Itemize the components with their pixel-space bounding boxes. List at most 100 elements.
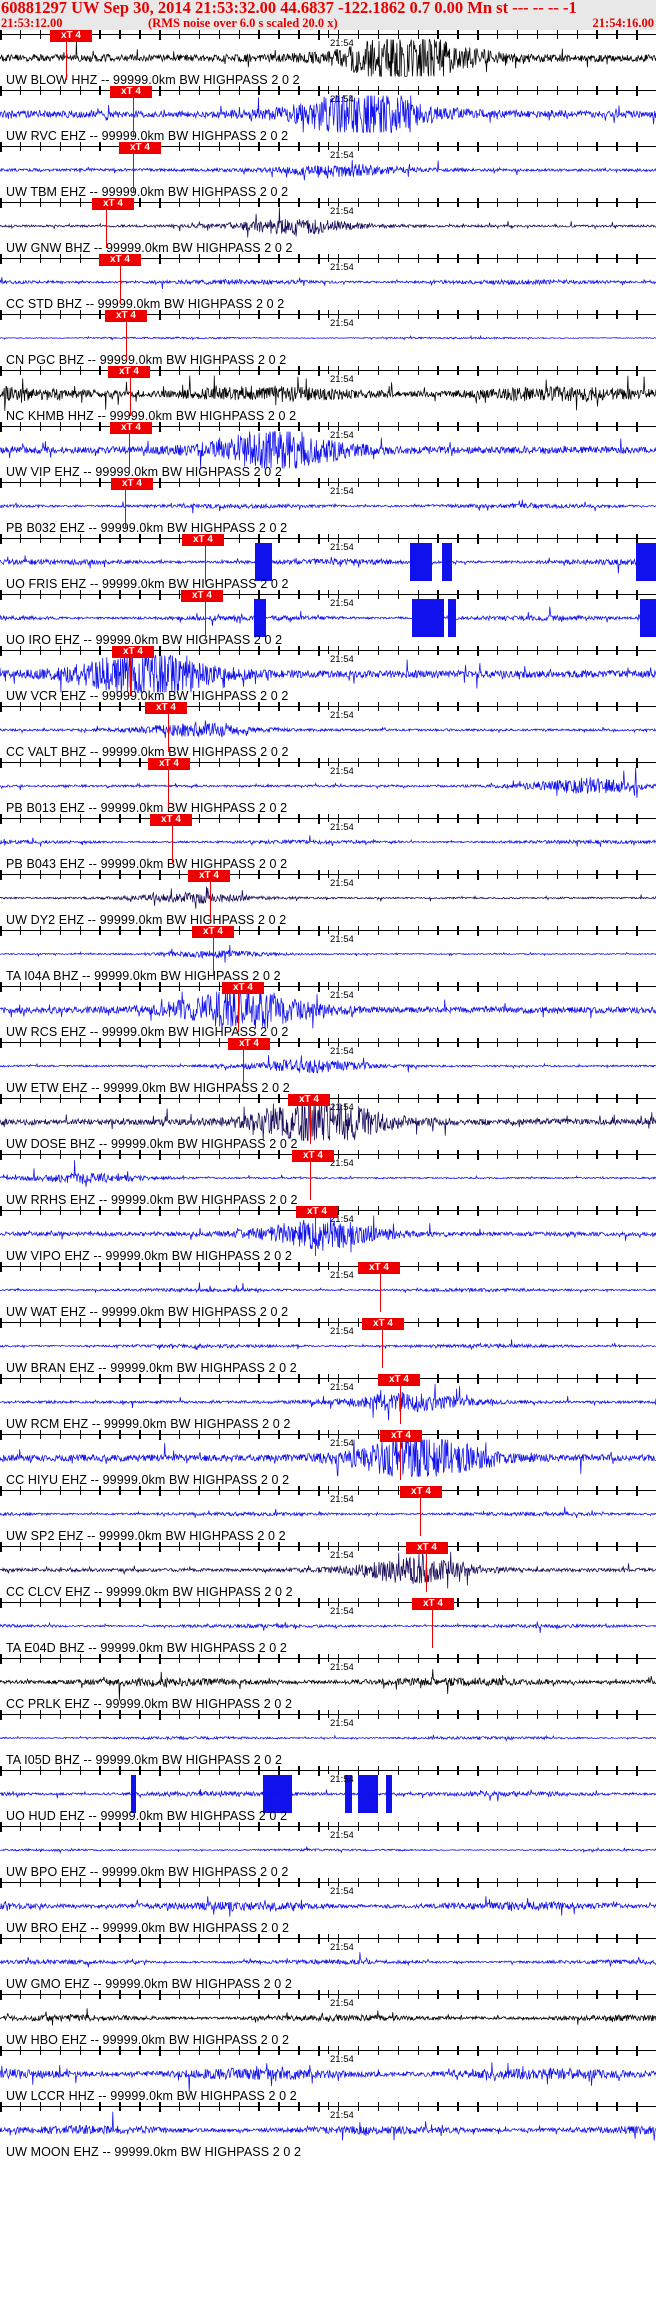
phase-pick-line[interactable] [66,30,68,80]
waveform[interactable] [0,39,656,77]
trace-row[interactable]: 21:54 xT 4 TA E04D BHZ -- 99999.0km BW HIG… [0,1598,656,1654]
waveform[interactable] [0,487,656,525]
phase-pick-line[interactable] [426,1542,428,1592]
trace-row[interactable]: 21:54 xT 4 UW RCS EHZ -- 99999.0km BW HIGH… [0,982,656,1038]
trace-row[interactable]: 21:54 xT 4 UW VIPO EHZ -- 99999.0km BW HIG… [0,1206,656,1262]
waveform[interactable] [0,543,656,581]
phase-pick-line[interactable] [205,590,207,640]
trace-row[interactable]: 21:54 UW GMO EHZ -- 99999.0km BW HIGHPASS… [0,1934,656,1990]
waveform[interactable] [0,1607,656,1645]
trace-row[interactable]: 21:54 xT 4 NC KHMB HHZ -- 99999.0km BW HIG… [0,366,656,422]
phase-pick-line[interactable] [400,1374,402,1424]
waveform[interactable] [0,655,656,693]
phase-pick-line[interactable] [380,1262,382,1312]
waveform[interactable] [0,1439,656,1477]
waveform[interactable] [0,207,656,245]
waveform[interactable] [0,263,656,301]
phase-pick-line[interactable] [106,198,108,248]
phase-pick-line[interactable] [133,86,135,136]
pick-amplitude-badge[interactable]: xT 4 [99,254,141,266]
pick-amplitude-badge[interactable]: xT 4 [380,1430,422,1442]
waveform[interactable] [0,319,656,357]
waveform[interactable] [0,1831,656,1869]
waveform[interactable] [0,431,656,469]
waveform[interactable] [0,599,656,637]
pick-amplitude-badge[interactable]: xT 4 [148,758,190,770]
trace-row[interactable]: 21:54 TA I05D BHZ -- 99999.0km BW HIGHPAS… [0,1710,656,1766]
phase-pick-line[interactable] [310,1094,312,1144]
trace-row[interactable]: 21:54 xT 4 UW RRHS EHZ -- 99999.0km BW HIG… [0,1150,656,1206]
phase-pick-line[interactable] [432,1598,434,1648]
waveform[interactable] [0,1047,656,1085]
phase-pick-line[interactable] [315,1206,317,1256]
pick-amplitude-badge[interactable]: xT 4 [110,86,152,98]
waveform[interactable] [0,1999,656,2037]
trace-row[interactable]: 21:54 xT 4 PB B032 EHZ -- 99999.0km BW HIG… [0,478,656,534]
waveform[interactable] [0,711,656,749]
waveform[interactable] [0,95,656,133]
pick-amplitude-badge[interactable]: xT 4 [406,1542,448,1554]
waveform[interactable] [0,767,656,805]
trace-row[interactable]: 21:54 xT 4 UW VCR EHZ -- 99999.0km BW HIGH… [0,646,656,702]
waveform[interactable] [0,1103,656,1141]
phase-pick-line[interactable] [400,1430,402,1480]
trace-row[interactable]: 21:54 UW HBO EHZ -- 99999.0km BW HIGHPASS… [0,1990,656,2046]
pick-amplitude-badge[interactable]: xT 4 [108,366,150,378]
waveform[interactable] [0,1775,656,1813]
phase-pick-line[interactable] [238,982,240,1032]
waveform[interactable] [0,935,656,973]
pick-amplitude-badge[interactable]: xT 4 [222,982,264,994]
pick-amplitude-badge[interactable]: xT 4 [296,1206,338,1218]
phase-pick-line[interactable] [243,1038,245,1088]
pick-amplitude-badge[interactable]: xT 4 [112,646,154,658]
trace-row[interactable]: 21:54 xT 4 CN PGC BHZ -- 99999.0km BW HIGH… [0,310,656,366]
trace-row[interactable]: 21:54 xT 4 CC STD BHZ -- 99999.0km BW HIGH… [0,254,656,310]
pick-amplitude-badge[interactable]: xT 4 [378,1374,420,1386]
waveform[interactable] [0,1663,656,1701]
trace-row[interactable]: 21:54 xT 4 UW WAT EHZ -- 99999.0km BW HIGH… [0,1262,656,1318]
pick-amplitude-badge[interactable]: xT 4 [111,478,153,490]
waveform[interactable] [0,1383,656,1421]
waveform[interactable] [0,1943,656,1981]
pick-amplitude-badge[interactable]: xT 4 [105,310,147,322]
pick-amplitude-badge[interactable]: xT 4 [145,702,187,714]
phase-pick-line[interactable] [120,254,122,304]
waveform[interactable] [0,1215,656,1253]
phase-pick-line[interactable] [210,870,212,920]
trace-row[interactable]: 21:54 xT 4 PB B013 EHZ -- 99999.0km BW HIG… [0,758,656,814]
trace-row[interactable]: 21:54 xT 4 CC VALT BHZ -- 99999.0km BW HIG… [0,702,656,758]
phase-pick-line[interactable] [129,422,131,472]
trace-row[interactable]: 21:54 xT 4 UW RVC EHZ -- 99999.0km BW HIGH… [0,86,656,142]
trace-row[interactable]: 21:54 xT 4 UW DY2 EHZ -- 99999.0km BW HIGH… [0,870,656,926]
trace-row[interactable]: 21:54 xT 4 PB B043 EHZ -- 99999.0km BW HIG… [0,814,656,870]
trace-row[interactable]: 21:54 UW MOON EHZ -- 99999.0km BW HIGHPAS… [0,2102,656,2158]
pick-amplitude-badge[interactable]: xT 4 [292,1150,334,1162]
phase-pick-line[interactable] [130,366,132,416]
phase-pick-line[interactable] [168,758,170,808]
trace-row[interactable]: 21:54 xT 4 UW BLOW HHZ -- 99999.0km BW HIG… [0,30,656,86]
trace-row[interactable]: 21:54 xT 4 UW GNW BHZ -- 99999.0km BW HIGH… [0,198,656,254]
pick-amplitude-badge[interactable]: xT 4 [228,1038,270,1050]
trace-row[interactable]: 21:54 xT 4 UW TBM EHZ -- 99999.0km BW HIGH… [0,142,656,198]
trace-row[interactable]: 21:54 CC PRLK EHZ -- 99999.0km BW HIGHPAS… [0,1654,656,1710]
waveform[interactable] [0,991,656,1029]
phase-pick-line[interactable] [205,534,207,584]
waveform[interactable] [0,2055,656,2093]
pick-amplitude-badge[interactable]: xT 4 [182,534,224,546]
waveform[interactable] [0,879,656,917]
waveform[interactable] [0,1719,656,1757]
pick-amplitude-badge[interactable]: xT 4 [119,142,161,154]
trace-row[interactable]: 21:54 xT 4 UW DOSE BHZ -- 99999.0km BW HIG… [0,1094,656,1150]
trace-row[interactable]: 21:54 UO HUD EHZ -- 99999.0km BW HIGHPASS… [0,1766,656,1822]
phase-pick-line[interactable] [133,142,135,192]
pick-amplitude-badge[interactable]: xT 4 [288,1094,330,1106]
phase-pick-line[interactable] [126,310,128,360]
trace-row[interactable]: 21:54 xT 4 UW SP2 EHZ -- 99999.0km BW HIGH… [0,1486,656,1542]
pick-amplitude-badge[interactable]: xT 4 [181,590,223,602]
waveform[interactable] [0,1327,656,1365]
phase-pick-line[interactable] [382,1318,384,1368]
trace-row[interactable]: 21:54 xT 4 UW VIP EHZ -- 99999.0km BW HIGH… [0,422,656,478]
waveform[interactable] [0,823,656,861]
waveform[interactable] [0,2111,656,2149]
waveform[interactable] [0,1551,656,1589]
